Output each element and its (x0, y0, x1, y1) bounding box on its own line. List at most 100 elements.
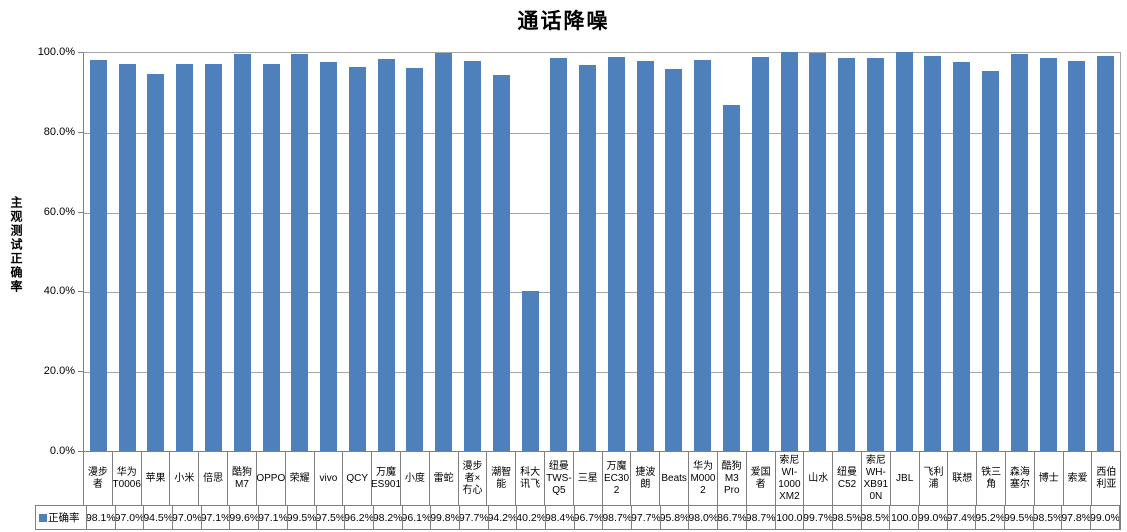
legend-series-label: 正确率 (48, 512, 80, 524)
y-tick-label-80: 80.0% (43, 125, 75, 138)
category-cell-Beats: Beats (660, 452, 690, 505)
y-tick-mark-100 (78, 52, 83, 53)
value-cell-苹果: 94.5% (144, 506, 174, 529)
category-cell-爱国者: 爱国 者 (747, 452, 776, 505)
bar-雷蛇 (435, 52, 453, 451)
y-tick-label-100: 100.0% (37, 46, 75, 58)
value-cell-西伯利亚: 99.0% (1091, 506, 1120, 529)
y-tick-mark-20 (78, 371, 83, 373)
chart-title: 通话降噪 (517, 8, 610, 33)
bar-索尼WH-XB910N (866, 58, 884, 451)
value-cell-万魔ES901: 98.2% (374, 506, 403, 529)
y-tick-mark-0 (78, 451, 83, 452)
category-cell-西伯利亚: 西伯 利亚 (1092, 452, 1122, 505)
bar-索爱 (1068, 60, 1086, 451)
category-cell-荣耀: 荣耀 (286, 452, 315, 505)
bar-Beats (665, 68, 683, 451)
legend-key-cell: 正确率 (36, 506, 87, 529)
category-cell-联想: 联想 (948, 452, 978, 505)
category-cell-小度: 小度 (401, 452, 430, 505)
bar-潮智能 (492, 75, 510, 451)
value-cell-华为M0002: 98.0% (689, 506, 719, 529)
value-cell-万魔EC302: 98.7% (603, 506, 633, 529)
category-cell-QCY: QCY (343, 452, 373, 505)
bar-捷波朗 (636, 61, 654, 451)
bar-索尼WI-1000XM2 (780, 52, 798, 451)
category-cell-JBL: JBL (891, 452, 920, 505)
value-cell-漫步者×冇心: 97.7% (460, 506, 489, 529)
value-cell-Beats: 95.8% (661, 506, 690, 529)
y-tick-mark-40 (78, 291, 83, 293)
y-axis-tick-labels: 100.0% 80.0% 60.0% 40.0% 20.0% 0.0% (0, 46, 83, 457)
value-cell-OPPO: 97.1% (259, 506, 288, 529)
bar-华为M0002 (694, 59, 712, 451)
value-cell-小米: 97.0% (173, 506, 202, 529)
value-cell-森海塞尔: 99.5% (1005, 506, 1034, 529)
category-cell-万魔EC302: 万魔 EC30 2 (603, 452, 632, 505)
category-cell-捷波朗: 捷波 朗 (631, 452, 661, 505)
bar-QCY (348, 67, 366, 451)
y-tick-mark-60 (78, 211, 83, 213)
gridline-60 (84, 212, 1120, 214)
category-cell-飞利浦: 飞利 浦 (920, 452, 949, 505)
value-cell-酷狗M3 Pro: 86.7% (718, 506, 747, 529)
value-cell-JBL: 100.0 (890, 506, 919, 529)
bar-倍思 (205, 63, 222, 451)
category-cell-苹果: 苹果 (142, 452, 171, 505)
bar-三星 (579, 65, 597, 451)
value-cell-纽曼TWS-Q5: 98.4% (546, 506, 575, 529)
category-cell-铁三角: 铁三 角 (977, 452, 1006, 505)
category-cell-纽曼C52: 纽曼 C52 (833, 452, 862, 505)
value-cell-索爱: 97.8% (1062, 506, 1092, 529)
category-cell-小米: 小米 (170, 452, 200, 505)
category-cell-酷狗M3 Pro: 酷狗 M3 Pro (718, 452, 747, 505)
value-cell-博士: 98.5% (1034, 506, 1063, 529)
value-cell-飞利浦: 99.0% (919, 506, 948, 529)
value-cell-索尼WH-XB910N: 98.5% (862, 506, 891, 529)
category-cell-三星: 三星 (574, 452, 603, 505)
value-cell-倍思: 97.1% (202, 506, 231, 529)
category-cell-潮智能: 潮智 能 (487, 452, 517, 505)
value-cell-华为T0006: 97.0% (116, 506, 145, 529)
value-cell-爱国者: 98.7% (747, 506, 776, 529)
bar-联想 (953, 62, 971, 451)
bar-博士 (1039, 58, 1057, 451)
data-table-value-row: 正确率 98.1% 97.0% 94.5% 97.0% 97.1% 99.6% 97.1% 9… (35, 505, 1121, 530)
value-cell-科大讯飞: 40.2% (517, 506, 546, 529)
gridline-40 (84, 292, 1120, 294)
category-cell-索爱: 索爱 (1064, 452, 1093, 505)
bar-山水 (809, 53, 827, 451)
category-cell-万魔ES901: 万魔 ES901 (372, 452, 401, 505)
category-cell-纽曼TWS-Q5: 纽曼 TWS- Q5 (545, 452, 574, 505)
bar-纽曼TWS-Q5 (550, 58, 568, 451)
value-cell-荣耀: 99.5% (288, 506, 317, 529)
plot-area (83, 52, 1121, 451)
category-cell-雷蛇: 雷蛇 (430, 452, 459, 505)
value-cell-捷波朗: 97.7% (632, 506, 661, 529)
value-cell-铁三角: 95.2% (976, 506, 1005, 529)
category-cell-OPPO: OPPO (257, 452, 286, 505)
value-cell-潮智能: 94.2% (489, 506, 518, 529)
category-cell-漫步者×冇心: 漫步 者× 冇心 (459, 452, 488, 505)
category-cell-森海塞尔: 森海 塞尔 (1006, 452, 1035, 505)
bar-OPPO (262, 63, 280, 451)
category-cell-漫步者: 漫步 者 (84, 452, 113, 505)
y-tick-label-40: 40.0% (43, 285, 75, 298)
category-cell-华为T0006: 华为 T0006 (113, 452, 142, 505)
category-cell-倍思: 倍思 (199, 452, 229, 505)
value-cell-酷狗M7: 99.6% (230, 506, 260, 529)
value-cell-山水: 99.7% (804, 506, 833, 529)
y-tick-label-20: 20.0% (43, 365, 75, 378)
bar-小米 (176, 63, 194, 451)
y-tick-label-60: 60.0% (43, 205, 75, 218)
bar-vivo (320, 61, 338, 451)
bar-飞利浦 (924, 56, 942, 451)
bar-JBL (895, 52, 913, 451)
bar-酷狗M3 Pro (723, 105, 740, 451)
value-cell-纽曼C52: 98.5% (833, 506, 862, 529)
gridline-80 (84, 132, 1120, 134)
category-cell-华为M0002: 华为 M000 2 (689, 452, 718, 505)
bar-苹果 (147, 73, 165, 451)
category-cell-索尼WI-1000XM2: 索尼 WI- 1000 XM2 (776, 452, 805, 505)
